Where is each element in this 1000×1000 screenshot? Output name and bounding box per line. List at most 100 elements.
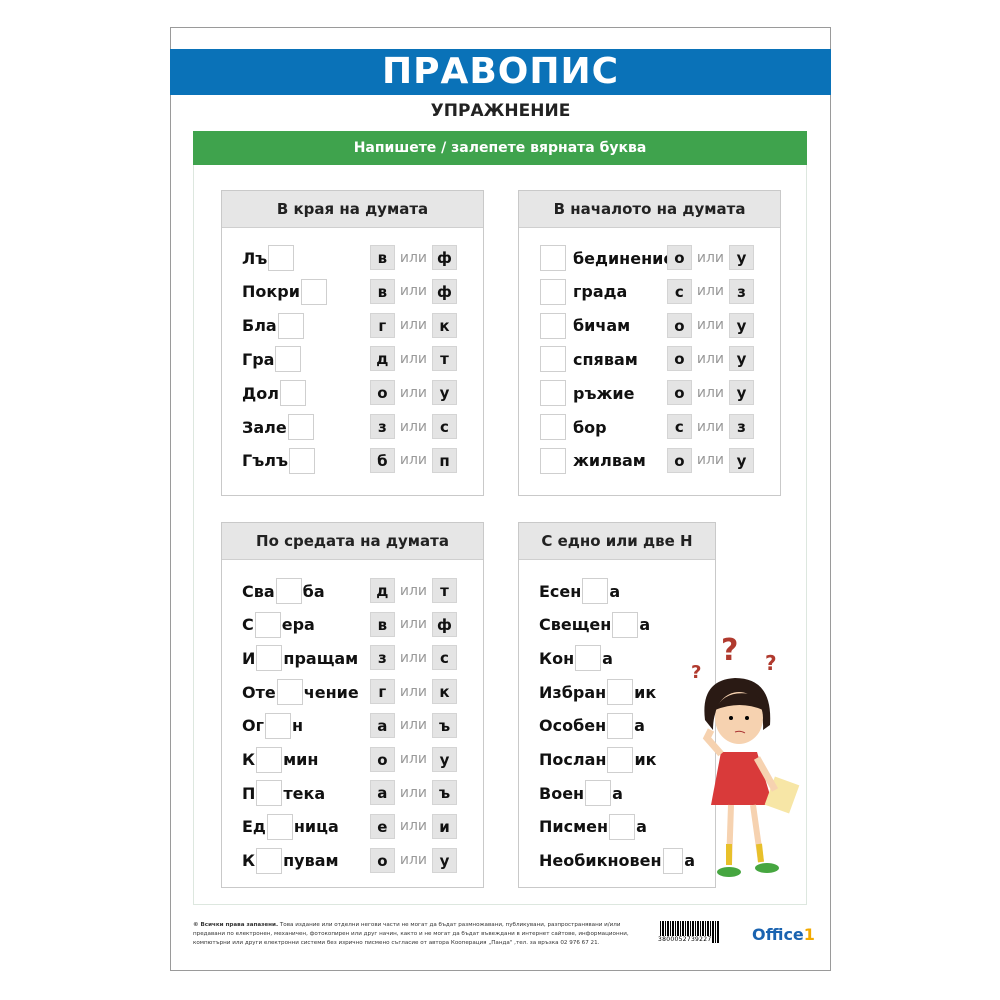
option-a[interactable]: о [666,312,692,338]
option-a[interactable]: а [369,712,395,738]
option-b[interactable]: т [432,346,457,372]
option-a[interactable]: д [369,578,395,603]
exercise-row: Бла г или к [242,312,463,340]
or-label: или [696,283,724,300]
answer-box[interactable] [607,679,634,706]
option-b[interactable]: ф [432,611,457,637]
question-mark-icon: ? [721,633,738,668]
answer-box[interactable] [264,712,291,739]
answer-box[interactable] [256,847,283,874]
answer-box[interactable] [609,813,636,840]
option-b[interactable]: с [432,414,457,439]
option-a[interactable]: о [666,245,692,270]
answer-box[interactable] [540,380,566,407]
word-end: пувам [283,851,339,871]
answer-box[interactable] [256,780,283,807]
answer-box[interactable] [540,278,566,305]
or-label: или [399,784,427,801]
option-a[interactable]: з [369,645,395,671]
answer-box[interactable] [266,813,293,840]
word-start: С [242,615,254,635]
answer-box[interactable] [256,746,283,773]
answer-box[interactable] [575,645,602,672]
panel-title: С едно или две Н [519,523,715,560]
word-start: Свещен [539,615,612,635]
word-end: ера [281,615,315,635]
option-b[interactable]: к [432,679,457,705]
word-end: бичам [573,316,631,336]
option-a[interactable]: с [666,278,692,304]
option-b[interactable]: ъ [432,712,457,738]
option-a[interactable]: с [666,414,692,439]
option-b[interactable]: п [432,447,457,473]
answer-box[interactable] [612,611,639,638]
option-a[interactable]: о [369,380,395,406]
option-a[interactable]: а [369,780,395,806]
option-b[interactable]: у [729,312,754,338]
option-a[interactable]: д [369,346,395,372]
word-start: П [242,783,256,803]
option-a[interactable]: о [666,380,692,406]
answer-box[interactable] [582,578,609,604]
option-b[interactable]: у [729,346,754,372]
option-a[interactable]: г [369,312,395,338]
option-a[interactable]: в [369,278,395,304]
or-label: или [399,452,427,469]
option-a[interactable]: в [369,245,395,270]
word-end: ик [634,750,657,769]
option-a[interactable]: б [369,447,395,473]
answer-box[interactable] [276,679,303,706]
option-b[interactable]: у [729,245,754,270]
answer-box[interactable] [585,780,612,807]
option-b[interactable]: с [432,645,457,671]
option-b[interactable]: у [432,380,457,406]
option-b[interactable]: к [432,312,457,338]
or-label: или [399,717,427,734]
answer-box[interactable] [540,414,566,440]
answer-box[interactable] [277,312,304,339]
answer-box[interactable] [662,847,684,874]
option-b[interactable]: у [729,380,754,406]
option-b[interactable]: и [432,813,457,839]
answer-box[interactable] [288,447,315,474]
option-b[interactable]: у [729,447,754,473]
word-end: пращам [283,648,359,668]
option-b[interactable]: у [432,746,457,772]
answer-box[interactable] [275,578,302,604]
option-a[interactable]: г [369,679,395,705]
answer-box[interactable] [607,712,634,739]
option-b[interactable]: ф [432,245,457,270]
option-b[interactable]: з [729,414,754,439]
option-a[interactable]: о [369,847,395,873]
word-start: К [242,750,256,769]
or-label: или [399,418,427,435]
answer-box[interactable] [540,447,566,474]
answer-box[interactable] [300,278,327,305]
option-a[interactable]: о [666,447,692,473]
option-a[interactable]: о [369,746,395,772]
answer-box[interactable] [540,245,566,271]
answer-box[interactable] [275,346,302,373]
answer-box[interactable] [254,611,281,638]
answer-box[interactable] [540,346,566,373]
option-b[interactable]: ъ [432,780,457,806]
exercise-row: Покри в или ф [242,278,463,306]
word-start: К [242,851,256,871]
option-a[interactable]: е [369,813,395,839]
answer-box[interactable] [268,245,295,271]
answer-box[interactable] [540,312,566,339]
option-b[interactable]: ф [432,278,457,304]
answer-box[interactable] [287,414,314,440]
option-a[interactable]: з [369,414,395,439]
exercise-row: Ог н а или ъ [242,712,463,740]
option-b[interactable]: у [432,847,457,873]
word-end: ръжие [573,383,635,403]
option-b[interactable]: т [432,578,457,603]
answer-box[interactable] [607,746,634,773]
answer-box[interactable] [279,380,306,407]
answer-box[interactable] [256,645,283,672]
option-a[interactable]: в [369,611,395,637]
option-b[interactable]: з [729,278,754,304]
option-a[interactable]: о [666,346,692,372]
